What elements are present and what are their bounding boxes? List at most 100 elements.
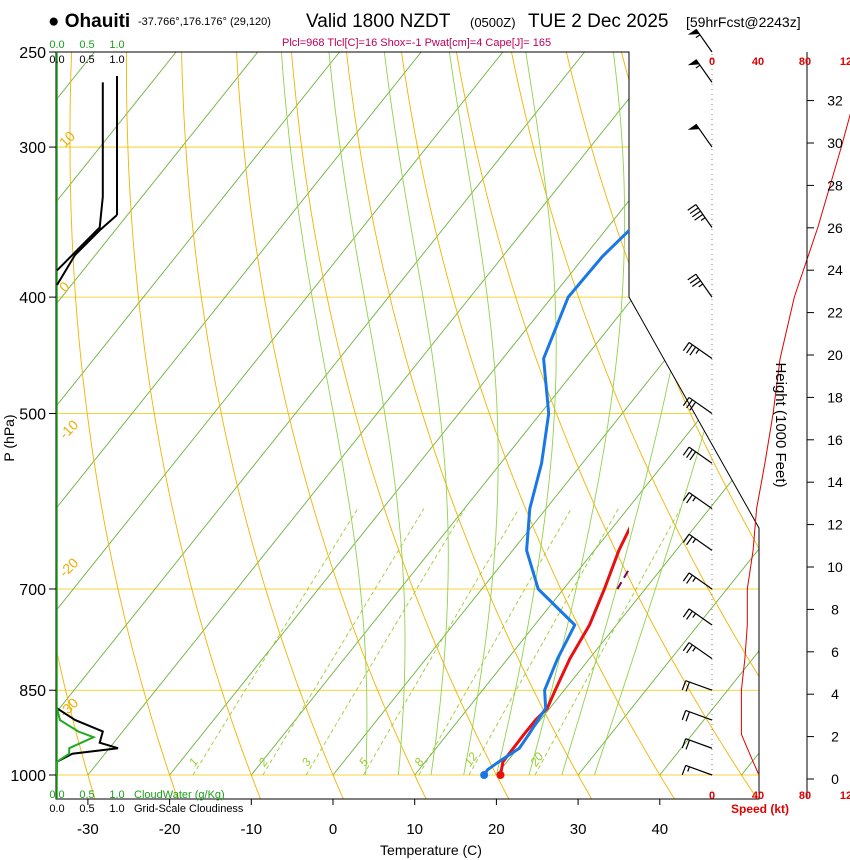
height-tick-label: 0 xyxy=(831,771,839,787)
mixing-ratio-line xyxy=(363,508,520,776)
cloud-water-label: CloudWater (g/Kg) xyxy=(134,789,225,801)
wind-barb-flag xyxy=(686,644,693,654)
wind-barb-flag xyxy=(689,451,697,461)
speed-tick-top: 80 xyxy=(799,56,811,68)
wind-barb-flag xyxy=(691,280,701,287)
x-tick-label: -10 xyxy=(240,821,262,838)
wind-barb-flag xyxy=(685,739,691,750)
wind-barb-flag xyxy=(682,397,690,406)
dry-adiabat-label: 30 xyxy=(737,458,759,480)
height-tick-label: 20 xyxy=(827,347,843,363)
isotherm-line xyxy=(56,52,504,776)
wind-barb-flag xyxy=(686,610,693,620)
wind-barb xyxy=(682,492,713,510)
wind-barb-flag xyxy=(689,276,699,284)
speed-tick-bottom: 40 xyxy=(752,790,764,802)
surface-dewpoint-dot xyxy=(480,771,489,779)
wind-barb xyxy=(687,273,713,298)
wind-barb-shaft xyxy=(688,396,713,414)
wind-barb-half-flag xyxy=(700,217,706,222)
height-tick-label: 14 xyxy=(827,474,843,490)
speed-tick-top: 12 xyxy=(840,56,850,68)
cloud-layer xyxy=(56,76,119,775)
dry-adiabat-line xyxy=(56,52,96,799)
mixing-ratio-line xyxy=(468,508,619,776)
wind-barb-flag xyxy=(681,765,687,776)
moist-adiabat-line xyxy=(495,52,557,776)
wind-barb-flag xyxy=(682,446,690,456)
wind-barb-shaft xyxy=(688,446,713,464)
cloud-scale-top-black: 0.0 xyxy=(49,54,64,66)
dry-adiabat-label: 10 xyxy=(651,300,673,322)
wind-barb-flag xyxy=(686,344,693,354)
wind-barb-flag xyxy=(686,536,693,546)
wind-barb xyxy=(682,642,713,660)
isotherm-line xyxy=(332,52,759,776)
moist-adiabat-line xyxy=(324,52,406,776)
height-tick-label: 16 xyxy=(827,432,843,448)
wind-barb-half-flag xyxy=(692,613,697,618)
mixing-ratio-label: 1 xyxy=(186,755,201,769)
grid-layer xyxy=(56,52,759,799)
cloud-scale-top-green: 1.0 xyxy=(109,39,124,51)
mixing-ratio-line xyxy=(305,508,466,776)
forecast-date: TUE 2 Dec 2025 xyxy=(528,11,669,32)
dry-adiabat-label: -20 xyxy=(56,554,82,580)
wind-barb-shaft xyxy=(685,680,713,691)
wind-barb-flag xyxy=(682,342,690,352)
cloud-scale-top-green: 0.0 xyxy=(49,39,64,51)
wind-barb-flag xyxy=(691,210,701,218)
speed-tick-bottom: 12 xyxy=(840,790,850,802)
wind-barb-shaft xyxy=(695,123,713,148)
mixing-ratio-label: 3 xyxy=(299,755,314,769)
x-axis-title: Temperature (C) xyxy=(380,842,482,858)
height-tick-label: 28 xyxy=(827,177,843,193)
speed-tick-bottom: 80 xyxy=(799,790,811,802)
wind-barb-half-flag xyxy=(695,34,701,39)
y-tick-label: 1000 xyxy=(10,768,46,785)
dry-adiabat-line xyxy=(341,52,593,799)
forecast-info: [59hrFcst@2243z] xyxy=(686,14,801,30)
wind-barb xyxy=(682,396,713,414)
location-coords: -37.766°,176.176° (29,120) xyxy=(138,16,271,28)
wind-barb xyxy=(687,204,713,228)
height-axis-title: Height (1000 Feet) xyxy=(772,362,789,487)
wind-barb-half-flag xyxy=(687,766,691,772)
wind-barb xyxy=(687,59,713,83)
height-tick-label: 32 xyxy=(827,93,843,109)
cloud-scale-bottom-black: 0.5 xyxy=(79,803,94,815)
cloud-scale-top-black: 1.0 xyxy=(109,54,124,66)
x-tick-label: 20 xyxy=(488,821,505,838)
wind-barb-flag xyxy=(689,346,697,356)
isotherm-line xyxy=(56,52,585,776)
parcel-line xyxy=(616,567,629,590)
cloud-scale-bottom-green: 0.0 xyxy=(49,789,64,801)
x-tick-label: 30 xyxy=(570,821,587,838)
wind-barb-shaft xyxy=(695,273,713,298)
utc-time: (0500Z) xyxy=(470,15,516,30)
cloud-scale-top-green: 0.5 xyxy=(79,39,94,51)
height-tick-label: 4 xyxy=(831,686,839,702)
series-layer xyxy=(480,228,629,779)
wind-barb-half-flag xyxy=(692,646,697,652)
dry-adiabat-line xyxy=(69,52,179,799)
wind-barb-flag xyxy=(682,608,690,618)
wind-barb-flag xyxy=(682,533,690,543)
wind-barb-shaft xyxy=(688,341,713,360)
moist-adiabat-line xyxy=(442,52,499,776)
cloudiness-upper-curve xyxy=(56,82,104,272)
mixing-ratio-label: 20 xyxy=(527,750,547,770)
wind-barb-shaft xyxy=(688,642,713,660)
wind-barb xyxy=(682,608,713,626)
wind-barb xyxy=(681,680,713,692)
upper-cloud-taper xyxy=(56,214,118,286)
height-tick-label: 8 xyxy=(831,601,839,617)
height-tick-label: 26 xyxy=(827,220,843,236)
height-tick-label: 2 xyxy=(831,729,839,745)
cloud-scale-bottom-green: 0.5 xyxy=(79,789,94,801)
wind-barb-half-flag xyxy=(692,538,697,544)
surface-temperature-dot xyxy=(496,771,505,779)
valid-time: Valid 1800 NZDT xyxy=(306,11,451,32)
dry-adiabat-line xyxy=(395,52,676,799)
